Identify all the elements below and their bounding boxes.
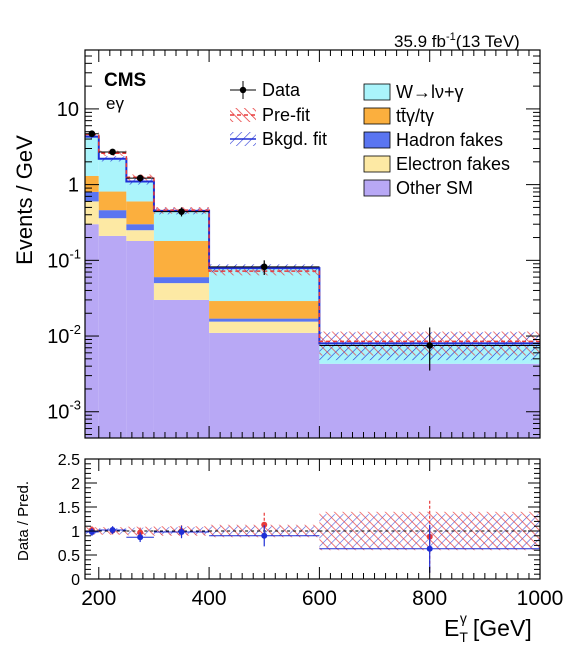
xtick-label-1: 400	[192, 587, 227, 610]
bar-ttg-1	[98, 191, 127, 211]
ratio-ytick-label-1: 0.5	[58, 548, 80, 565]
ratio-points	[85, 500, 540, 573]
bar-electron-3	[153, 283, 210, 300]
bar-othersm-2	[126, 241, 154, 438]
total-lines	[85, 133, 540, 345]
ratio-fit-point-2	[137, 534, 144, 541]
legend-data-label: Data	[262, 80, 301, 100]
xtick-label-2: 600	[302, 587, 337, 610]
legend-bkgfit-label: Bkgd. fit	[262, 129, 327, 149]
bar-ttg-3	[153, 241, 210, 278]
ytick-label-4: 10	[57, 99, 79, 121]
bar-wg-1	[98, 158, 127, 192]
legend-data-marker	[239, 86, 247, 94]
legend-othersm-swatch	[363, 179, 391, 197]
legend-electron-label: Electron fakes	[396, 154, 510, 174]
bar-ttg-2	[126, 201, 154, 225]
bar-electron-1	[98, 218, 127, 236]
bar-hadron-1	[98, 210, 127, 219]
legend-hadron-label: Hadron fakes	[396, 130, 503, 150]
bar-ttg-4	[209, 301, 320, 319]
legend: Data Pre-fit Bkgd. fit W→lν+γ tt̄γ/tγ Hadron …	[230, 80, 510, 198]
bar-ttg-0	[85, 175, 99, 192]
ratio-fit-point-3	[178, 528, 185, 535]
legend-prefit-label: Pre-fit	[262, 105, 310, 125]
bar-othersm-0	[85, 224, 99, 438]
ratio-ytick-label-3: 1.5	[58, 500, 80, 517]
bar-hadron-3	[153, 277, 210, 284]
main-axes: 10-3 10-2 10-1 1 10	[47, 49, 541, 439]
bar-othersm-1	[98, 235, 127, 438]
legend-wg-swatch	[363, 83, 391, 101]
bar-othersm-5	[319, 363, 540, 438]
bar-electron-4	[209, 321, 320, 333]
y-axis-label-main: Events / GeV	[12, 135, 37, 265]
legend-electron-swatch	[363, 155, 391, 173]
cms-label: CMS	[104, 70, 146, 91]
channel-label: eγ	[106, 94, 124, 113]
ratio-ytick-label-4: 2	[71, 476, 80, 493]
bar-wg-2	[126, 181, 154, 202]
data-point-1	[109, 148, 116, 156]
bar-wg-0	[85, 136, 99, 176]
y-axis-label-ratio: Data / Pred.	[15, 481, 32, 561]
x-axis-label: ETγ [GeV]	[444, 610, 532, 644]
data-point-3	[178, 208, 185, 215]
ratio-ytick-label-0: 0	[71, 572, 80, 589]
bar-electron-0	[85, 201, 99, 225]
bar-othersm-3	[153, 299, 210, 438]
ratio-axes: 0 0.5 1 1.5 2 2.5 200 400 600 800 1000	[58, 452, 564, 610]
data-point-5	[426, 342, 433, 349]
ratio-fit-point-1	[109, 527, 116, 534]
ratio-prefit-point-4	[261, 521, 268, 528]
xtick-label-3: 800	[412, 587, 447, 610]
ytick-label-2: 10-1	[47, 246, 81, 272]
main-frame	[84, 49, 541, 439]
ytick-label-0: 10-3	[47, 398, 81, 424]
ratio-fit-point-5	[426, 545, 433, 552]
bar-hadron-4	[209, 318, 320, 322]
ratio-ytick-label-2: 1	[71, 524, 80, 541]
bar-othersm-4	[209, 332, 320, 438]
prefit-line	[85, 133, 540, 343]
ytick-label-3: 1	[68, 175, 79, 197]
data-point-4	[260, 263, 268, 271]
ratio-bands	[85, 511, 540, 551]
data-point-2	[136, 174, 144, 182]
legend-prefit-swatch	[230, 108, 256, 122]
ratio-fit-point-4	[261, 532, 268, 539]
legend-ttg-swatch	[363, 107, 391, 125]
lumi-label: 35.9 fb-1(13 TeV)	[394, 31, 520, 51]
xtick-label-0: 200	[81, 587, 116, 610]
ratio-fit-point-0	[88, 528, 95, 535]
ratio-ytick-label-5: 2.5	[58, 452, 80, 469]
data-points	[85, 130, 540, 371]
legend-othersm-label: Other SM	[396, 178, 473, 198]
bar-hadron-2	[126, 224, 154, 231]
bar-electron-2	[126, 230, 154, 242]
legend-wg-label: W→lν+γ	[396, 82, 464, 102]
ytick-label-1: 10-2	[47, 322, 81, 348]
legend-hadron-swatch	[363, 131, 391, 149]
ratio-frame	[84, 458, 541, 580]
xtick-label-4: 1000	[517, 587, 564, 610]
legend-ttg-label: tt̄γ/tγ	[396, 106, 434, 126]
